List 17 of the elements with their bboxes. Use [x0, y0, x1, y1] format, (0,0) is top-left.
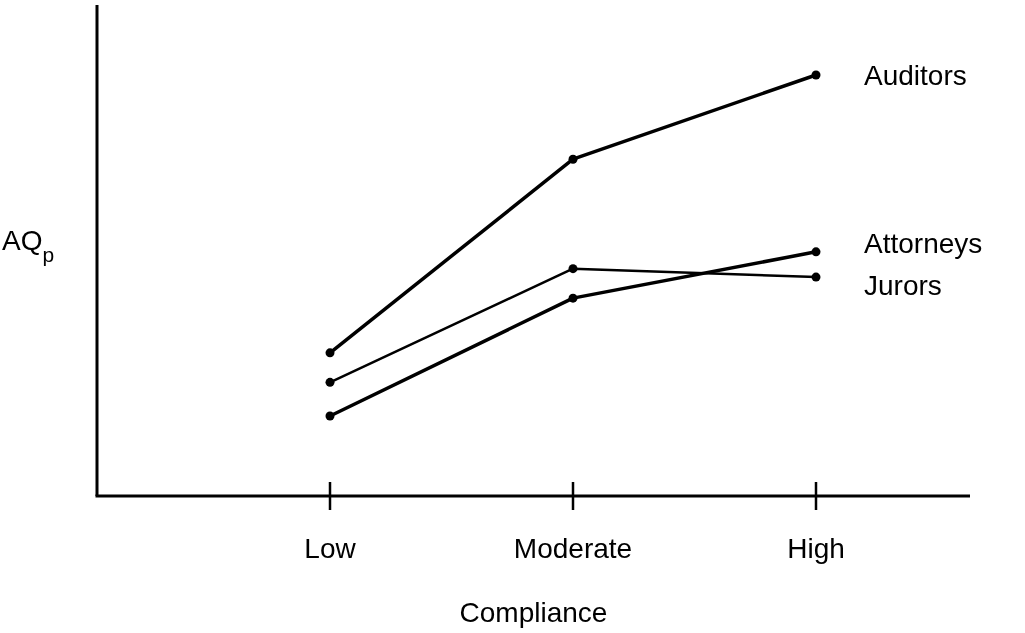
point: [568, 293, 578, 303]
series-label: Attorneys: [864, 228, 983, 260]
x-tick-label: Moderate: [513, 533, 633, 564]
y-axis-title: AQ$_{p}$: [2, 225, 55, 266]
point: [568, 264, 578, 274]
point: [325, 348, 335, 358]
x-tick-label: High: [787, 533, 845, 564]
point: [811, 70, 821, 80]
series-label: Auditors: [864, 60, 967, 91]
point: [325, 411, 335, 421]
point: [811, 247, 821, 257]
point: [568, 154, 578, 164]
point: [325, 377, 335, 387]
point: [811, 272, 821, 282]
x-axis-title: Compliance: [459, 597, 608, 628]
x-tick-label: Low: [304, 533, 357, 564]
series-label: Jurors: [864, 270, 942, 302]
